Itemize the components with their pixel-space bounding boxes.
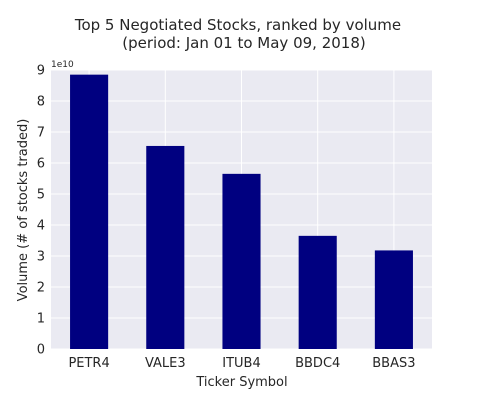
x-axis-label: Ticker Symbol [195,375,287,390]
y-tick-label: 6 [37,157,45,172]
y-tick-labels: 0 1 2 3 4 5 6 7 8 9 [37,64,45,358]
x-tick-labels: PETR4 VALE3 ITUB4 BBDC4 BBAS3 [68,356,415,371]
y-tick-label: 1 [37,312,45,327]
bar-bbas3 [374,250,413,349]
bar-vale3 [146,145,185,349]
y-tick-label: 4 [37,219,45,234]
bar-itub4 [222,173,261,349]
y-tick-label: 9 [37,64,45,79]
chart-subtitle: (period: Jan 01 to May 09, 2018) [122,34,365,52]
chart-title: Top 5 Negotiated Stocks, ranked by volum… [74,16,401,34]
x-tick-label: VALE3 [145,356,186,371]
y-tick-label: 0 [37,343,45,358]
y-tick-label: 7 [37,126,45,141]
x-tick-label: ITUB4 [222,356,260,371]
y-tick-label: 5 [37,188,45,203]
y-tick-label: 8 [37,95,45,110]
x-tick-label: BBDC4 [295,356,340,371]
x-tick-label: BBAS3 [372,356,415,371]
y-tick-label: 3 [37,250,45,265]
x-tick-label: PETR4 [68,356,109,371]
y-tick-label: 2 [37,281,45,296]
bars [70,74,413,350]
y-axis-offset-label: 1e10 [51,60,74,70]
bar-bbdc4 [298,235,337,349]
y-axis-label: Volume (# of stocks traded) [16,119,31,302]
bar-petr4 [70,74,109,350]
